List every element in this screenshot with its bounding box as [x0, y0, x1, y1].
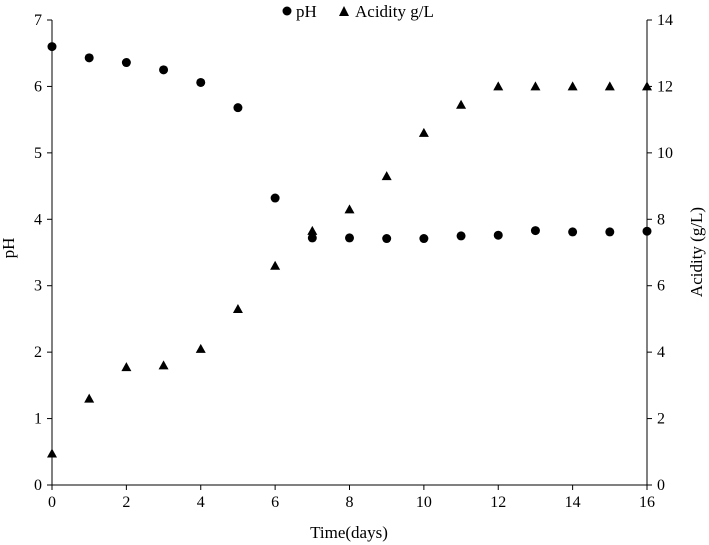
ph-point: [345, 233, 354, 243]
ph-point: [493, 230, 503, 240]
y-left-tick-label: 2: [34, 344, 42, 361]
acidity-point: [604, 81, 615, 91]
plot-frame: [51, 20, 648, 486]
ph-point: [84, 53, 94, 63]
x-tick-label: 4: [197, 494, 205, 511]
y-right-tick-label: 0: [657, 477, 665, 494]
ph-point: [159, 65, 169, 75]
acidity-point: [530, 81, 541, 91]
ph-point: [382, 234, 392, 244]
x-axis: 0 2 4 6 8 10 12 14 16: [48, 485, 655, 511]
y-left-tick-label: 7: [34, 12, 42, 29]
y-left-tick-label: 3: [34, 278, 42, 295]
ph-point: [196, 77, 206, 87]
ph-point: [419, 234, 429, 244]
y-right-tick-label: 12: [657, 78, 673, 95]
ph-point: [121, 58, 131, 68]
x-axis-title: Time(days): [310, 523, 388, 542]
y-axis-left: 0 1 2 3 4 5 6 7: [34, 12, 52, 494]
y-left-tick-label: 1: [34, 411, 42, 428]
y-right-tick-label: 8: [657, 211, 665, 228]
ph-point: [642, 226, 652, 236]
y-left-tick-label: 5: [34, 145, 42, 162]
x-tick-label: 8: [346, 494, 354, 511]
ph-point: [47, 42, 57, 52]
ph-point: [233, 103, 243, 113]
acidity-point: [493, 81, 504, 91]
y-axis-right-title: Acidity (g/L): [687, 207, 706, 297]
x-tick-label: 10: [416, 494, 432, 511]
y-left-tick-label: 4: [34, 211, 42, 228]
ph-point: [605, 227, 615, 237]
ph-point: [530, 226, 540, 236]
series-layer: [47, 42, 652, 458]
y-right-tick-label: 4: [657, 344, 665, 361]
acidity-point: [344, 204, 355, 214]
acidity-point: [642, 81, 652, 91]
ph-point: [307, 233, 317, 243]
acidity-point: [381, 171, 392, 181]
y-axis-left-title: pH: [0, 238, 18, 259]
legend-label-acidity: Acidity g/L: [355, 2, 434, 21]
acidity-point: [270, 260, 281, 270]
y-right-tick-label: 2: [657, 411, 665, 428]
x-tick-label: 14: [565, 494, 581, 511]
y-right-tick-label: 6: [657, 278, 665, 295]
x-tick-label: 2: [122, 494, 130, 511]
acidity-point: [47, 448, 57, 458]
acidity-point: [121, 362, 132, 372]
legend-label-ph: pH: [296, 2, 317, 21]
y-right-tick-label: 10: [657, 145, 673, 162]
x-tick-label: 6: [271, 494, 279, 511]
acidity-point: [418, 127, 429, 137]
y-left-tick-label: 6: [34, 78, 42, 95]
acidity-point: [195, 343, 206, 353]
ph-point: [568, 227, 578, 237]
x-tick-label: 16: [639, 494, 655, 511]
acidity-point: [232, 303, 243, 313]
legend-marker-ph: [282, 6, 292, 16]
acidity-point: [84, 393, 95, 403]
y-left-tick-label: 0: [34, 477, 42, 494]
legend: pH Acidity g/L: [282, 2, 434, 21]
ph-point: [270, 193, 280, 203]
ph-point: [456, 231, 466, 241]
acidity-point: [307, 225, 318, 235]
y-axis-right: 0 2 4 6 8 10 12 14: [647, 12, 673, 494]
y-right-tick-label: 14: [657, 12, 673, 29]
acidity-point: [567, 81, 578, 91]
acidity-point: [456, 99, 467, 109]
x-tick-label: 12: [490, 494, 506, 511]
acidity-point: [158, 360, 169, 370]
legend-marker-acidity: [339, 6, 349, 16]
x-tick-label: 0: [48, 494, 56, 511]
